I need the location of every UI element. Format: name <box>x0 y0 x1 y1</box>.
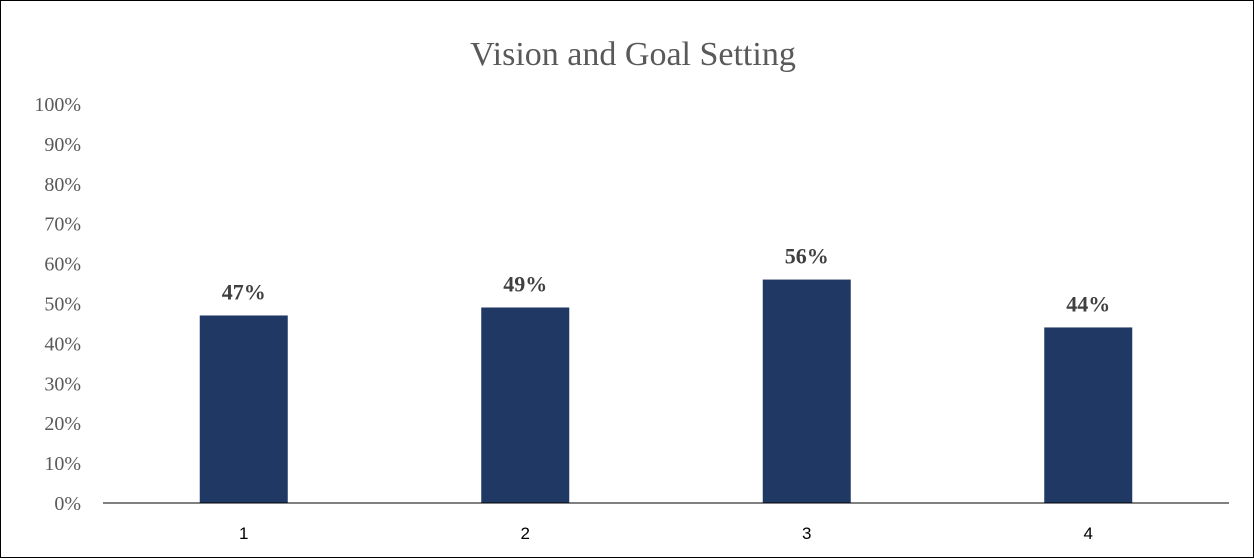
bar <box>762 279 851 503</box>
y-tick-label: 40% <box>44 333 81 355</box>
x-tick-label: 2 <box>521 524 530 543</box>
y-tick-label: 10% <box>44 453 81 475</box>
y-tick-label: 100% <box>34 94 81 116</box>
data-label: 49% <box>503 271 547 296</box>
y-tick-label: 70% <box>44 214 81 236</box>
x-tick-label: 1 <box>239 524 248 543</box>
y-tick-label: 20% <box>44 413 81 435</box>
x-tick-label: 3 <box>802 524 811 543</box>
y-axis: 0% 10% 20% 30% 40% 50% 60% 70% 80% 90% 100% <box>34 94 81 515</box>
y-tick-label: 90% <box>44 134 81 156</box>
y-tick-label: 0% <box>54 493 81 515</box>
data-label: 44% <box>1066 291 1110 316</box>
bars-group <box>199 279 1133 503</box>
bar <box>481 307 570 503</box>
data-labels-group: 47% 49% 56% 44% <box>222 244 1111 317</box>
x-tick-label: 4 <box>1084 524 1093 543</box>
y-tick-label: 50% <box>44 294 81 316</box>
x-axis: 1 2 3 4 <box>103 502 1229 543</box>
bar <box>1044 327 1133 503</box>
data-label: 56% <box>785 244 829 269</box>
y-tick-label: 80% <box>44 174 81 196</box>
chart-title: Vision and Goal Setting <box>470 36 796 73</box>
bar <box>199 315 288 503</box>
data-label: 47% <box>222 279 266 304</box>
y-tick-label: 30% <box>44 373 81 395</box>
y-tick-label: 60% <box>44 254 81 276</box>
